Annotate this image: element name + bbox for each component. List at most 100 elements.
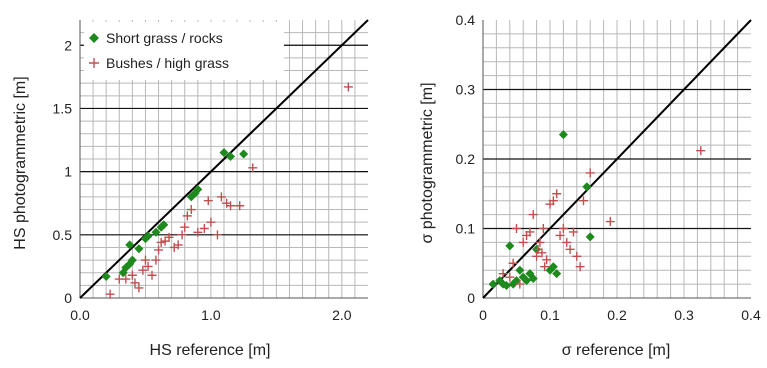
data-point <box>555 230 565 240</box>
data-point <box>532 251 542 261</box>
data-point <box>193 184 203 194</box>
data-point <box>558 130 568 140</box>
data-point <box>105 289 115 299</box>
series-1 <box>488 130 595 290</box>
series-2 <box>498 146 706 289</box>
identity-line <box>482 19 752 299</box>
data-point <box>219 148 229 158</box>
data-point <box>501 280 511 290</box>
x-axis-label: HS reference [m] <box>150 342 271 359</box>
legend-marker <box>89 58 99 68</box>
data-point <box>505 241 515 251</box>
data-point <box>199 224 209 233</box>
x-tick-label: 0.4 <box>741 307 761 323</box>
y-tick-label: 0 <box>64 290 72 306</box>
data-point <box>212 230 222 240</box>
y-tick-label: 1.5 <box>53 100 73 116</box>
data-point <box>548 196 558 206</box>
data-point <box>156 237 166 247</box>
x-tick-label: 2.0 <box>332 307 352 323</box>
data-point <box>216 192 226 202</box>
chart-panel-1: 0.0 1.0 2.0 0 0.5 1 1.5 2 HS reference [m] HS pho… <box>12 19 369 359</box>
y-tick-label: 0.3 <box>456 82 476 98</box>
data-point <box>182 211 192 221</box>
data-point <box>130 278 140 288</box>
x-tick-label: 0.2 <box>607 307 627 323</box>
data-point <box>134 244 144 254</box>
data-point <box>512 224 521 233</box>
y-axis-label: HS photogrammetric [m] <box>12 76 29 249</box>
y-tick-label: 0.5 <box>53 227 73 243</box>
data-point <box>508 258 518 268</box>
data-point <box>515 265 525 275</box>
data-point <box>585 232 595 242</box>
data-point <box>522 276 532 286</box>
data-point <box>538 224 548 233</box>
data-point <box>512 276 521 286</box>
legend-box <box>84 22 284 80</box>
data-point <box>121 274 131 284</box>
data-point <box>186 205 196 215</box>
data-point <box>147 270 157 280</box>
data-point <box>552 269 562 279</box>
data-point <box>535 237 545 247</box>
data-point <box>542 255 552 265</box>
data-point <box>193 227 203 237</box>
data-point <box>582 182 592 192</box>
data-point <box>143 261 153 271</box>
data-point <box>159 220 169 230</box>
data-point <box>585 168 595 178</box>
data-point <box>125 240 135 250</box>
x-axis-label: σ reference [m] <box>562 342 671 359</box>
data-point <box>537 248 547 258</box>
data-point <box>552 189 562 199</box>
legend-marker <box>89 33 99 43</box>
data-point <box>154 245 164 255</box>
y-tick-label: 2 <box>64 37 72 53</box>
data-point <box>226 151 236 161</box>
data-point <box>562 237 572 247</box>
legend-entry: Short grass / rocks <box>106 30 223 46</box>
data-point <box>206 217 216 227</box>
y-tick-label: 0 <box>467 290 475 306</box>
data-point <box>160 236 170 246</box>
legend: Short grass / rocks Bushes / high grass <box>84 22 284 80</box>
data-point <box>579 196 588 206</box>
data-point <box>498 269 508 279</box>
data-point <box>226 201 236 211</box>
data-point <box>134 283 144 293</box>
chart-panel-2: 0 0.1 0.2 0.3 0.4 0 0.1 0.2 0.3 0.4 σ reference [m… <box>419 12 761 359</box>
data-point <box>568 227 578 237</box>
data-point <box>248 163 258 173</box>
data-point <box>127 270 137 280</box>
series-2 <box>105 82 353 299</box>
data-point <box>138 265 148 275</box>
data-point <box>518 237 528 247</box>
x-tick-label: 1.0 <box>201 307 221 323</box>
data-point <box>540 262 550 272</box>
data-point <box>343 82 353 92</box>
data-point <box>151 255 161 265</box>
data-point <box>528 210 538 220</box>
data-point <box>605 217 615 227</box>
data-point <box>101 272 111 282</box>
data-point <box>515 279 525 289</box>
x-tick-label: 0.1 <box>540 307 560 323</box>
data-point <box>505 272 515 282</box>
series-1 <box>101 148 249 282</box>
data-point <box>696 146 706 156</box>
x-tick-label: 0.3 <box>674 307 694 323</box>
data-point <box>164 232 174 242</box>
data-point <box>177 230 187 240</box>
data-point <box>173 240 183 250</box>
y-tick-label: 0.1 <box>456 221 476 237</box>
data-point <box>565 244 575 254</box>
data-point <box>239 149 249 159</box>
data-point <box>548 262 558 272</box>
x-tick-label: 0 <box>479 307 487 323</box>
data-point <box>140 255 150 265</box>
y-tick-label: 0.4 <box>456 12 476 28</box>
data-point <box>575 262 585 272</box>
data-point <box>572 251 582 261</box>
